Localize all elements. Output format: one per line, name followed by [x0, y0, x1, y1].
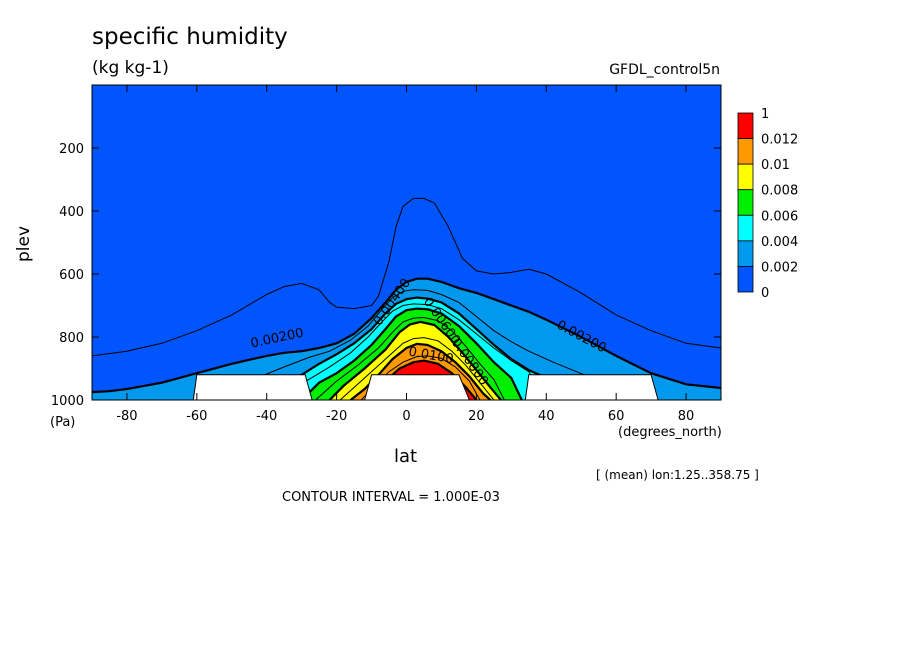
x-tick-label-4: 0: [402, 409, 410, 424]
colorbar-swatch-4: [737, 214, 754, 242]
x-tick-label-1: -60: [186, 409, 207, 424]
colorbar-label-1: 0.012: [761, 133, 798, 148]
contour-thin-line-3: [315, 316, 505, 400]
x-tick-label-7: 60: [608, 409, 625, 424]
colorbar-swatch-1: [737, 138, 754, 165]
contour-thin-line-1: [196, 289, 624, 400]
x-tick-label-2: -40: [256, 409, 277, 424]
y-unit-label: (Pa): [50, 415, 76, 430]
colorbar-label-2: 0.01: [761, 158, 790, 173]
masked-region-2: [524, 374, 659, 400]
y-tick-label-2: 600: [59, 268, 84, 283]
y-tick-label-0: 200: [59, 142, 84, 157]
colorbar-label-0: 1: [761, 107, 769, 122]
colorbar-swatch-5: [737, 240, 754, 267]
x-tick-label-3: -20: [326, 409, 347, 424]
masked-region-0: [192, 374, 313, 400]
x-tick-label-6: 40: [538, 409, 555, 424]
units-label: (kg kg-1): [92, 58, 169, 78]
contour-line-3: [328, 320, 502, 400]
colorbar-swatch-2: [737, 163, 754, 191]
colorbar-swatch-6: [737, 266, 754, 293]
contour-thin-line-0: [92, 197, 721, 357]
colorbar-swatch-3: [737, 189, 754, 216]
contour-thin-line-4: [339, 337, 495, 400]
y-tick-label-1: 400: [59, 205, 84, 220]
colorbar-swatch-0: [737, 112, 754, 139]
x-unit-label: (degrees_north): [618, 425, 722, 440]
colorbar-label-3: 0.008: [761, 184, 798, 199]
colorbar-label-6: 0.002: [761, 260, 798, 275]
mean-note: [ (mean) lon:1.25..358.75 ]: [596, 468, 759, 482]
x-tick-label-8: 80: [678, 409, 695, 424]
colorbar-label-7: 0: [761, 286, 769, 301]
contour-interval-note: CONTOUR INTERVAL = 1.000E-03: [282, 490, 500, 505]
x-tick-label-5: 20: [468, 409, 485, 424]
y-axis-label: plev: [14, 225, 34, 262]
contour-line-0: [92, 277, 721, 394]
colorbar-label-4: 0.006: [761, 209, 798, 224]
dataset-label: GFDL_control5n: [609, 62, 720, 78]
contour-thin-line-2: [266, 303, 547, 400]
chart-title: specific humidity: [92, 24, 288, 50]
contour-line-1: [196, 296, 617, 400]
y-tick-label-3: 800: [59, 331, 84, 346]
contour-line-2: [300, 307, 523, 400]
y-tick-label-4: 1000: [51, 394, 84, 409]
colorbar-label-5: 0.004: [761, 235, 798, 250]
masked-region-1: [364, 374, 470, 400]
x-axis-label: lat: [394, 446, 418, 467]
x-tick-label-0: -80: [116, 409, 137, 424]
